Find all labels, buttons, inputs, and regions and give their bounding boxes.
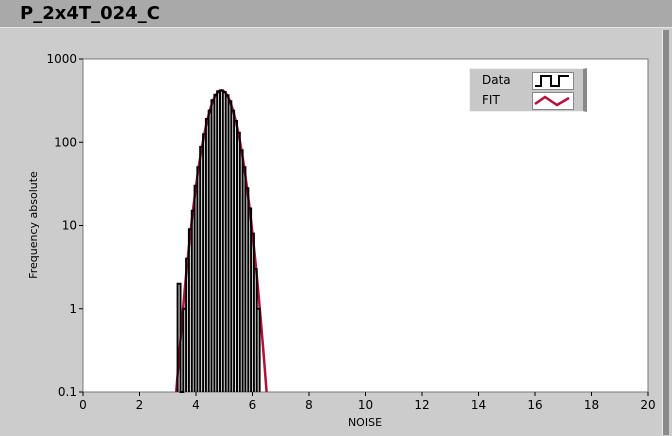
histogram-bin [192, 211, 195, 392]
histogram-bin [195, 186, 198, 392]
plot-legend[interactable]: Data FIT [469, 68, 587, 112]
y-tick-label: 1000 [46, 52, 77, 66]
legend-item-data[interactable]: Data [470, 70, 578, 90]
histogram-bin [243, 167, 246, 392]
x-tick-label: 6 [249, 398, 257, 412]
x-tick-label: 18 [584, 398, 599, 412]
histogram-bin [197, 167, 200, 392]
histogram-bin [186, 259, 189, 392]
histogram-bin [220, 90, 223, 392]
legend-label-data: Data [482, 73, 511, 87]
histogram-bin [248, 209, 251, 392]
histogram-bin [206, 119, 209, 392]
histogram-bin [237, 133, 240, 392]
y-axis-label: Frequency absolute [27, 171, 40, 279]
x-tick-label: 14 [471, 398, 486, 412]
histogram-bin [209, 111, 212, 392]
x-tick-label: 8 [305, 398, 313, 412]
histogram-bin [231, 111, 234, 392]
zigzag-line-icon [532, 92, 574, 110]
histogram-bin [214, 95, 217, 392]
legend-item-fit[interactable]: FIT [470, 90, 578, 110]
histogram-bin [223, 92, 226, 392]
title-bar: P_2x4T_024_C [0, 0, 672, 27]
histogram-bin [212, 100, 215, 392]
histogram-bin [226, 95, 229, 392]
histogram-bin [257, 309, 260, 392]
x-tick-label: 10 [358, 398, 373, 412]
x-tick-label: 20 [640, 398, 655, 412]
histogram-bin [228, 101, 231, 392]
graph-title: P_2x4T_024_C [20, 3, 160, 24]
histogram-bin [245, 188, 248, 392]
histogram-bin [240, 150, 243, 392]
histogram-bin [183, 309, 186, 392]
x-tick-label: 2 [136, 398, 144, 412]
y-tick-label: 0.1 [58, 385, 77, 399]
step-line-icon [532, 72, 574, 90]
x-tick-label: 16 [527, 398, 542, 412]
histogram-bin [234, 121, 237, 392]
x-axis-label: NOISE [348, 416, 382, 429]
panel-edge [662, 30, 669, 435]
histogram-bin [217, 91, 220, 392]
histogram-bin [178, 284, 181, 392]
histogram-bin [200, 147, 203, 392]
histogram-bin [203, 134, 206, 392]
x-tick-label: 4 [192, 398, 200, 412]
histogram-bin [251, 234, 254, 392]
x-tick-label: 0 [79, 398, 87, 412]
histogram-bin [254, 269, 257, 392]
y-tick-label: 10 [62, 219, 77, 233]
y-tick-label: 1 [69, 302, 77, 316]
histogram-bin [189, 229, 192, 392]
x-tick-label: 12 [414, 398, 429, 412]
legend-label-fit: FIT [482, 93, 500, 107]
data-histogram-line [176, 89, 261, 393]
y-tick-label: 100 [54, 135, 77, 149]
